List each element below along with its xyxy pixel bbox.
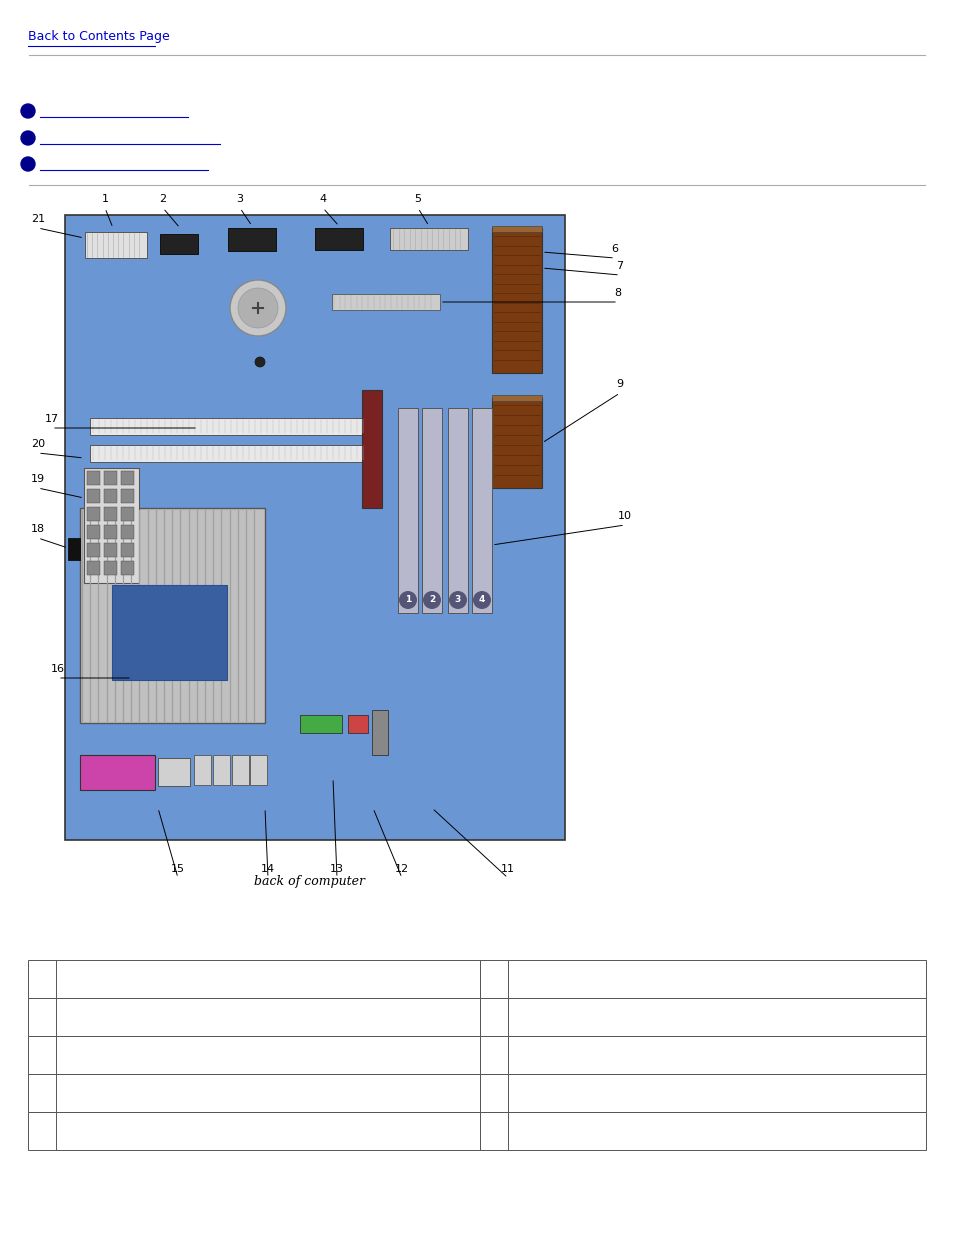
Text: 16: 16 — [51, 664, 65, 674]
Text: 4: 4 — [319, 194, 326, 204]
Text: 8: 8 — [614, 288, 621, 298]
Bar — [160, 233, 198, 254]
Circle shape — [21, 104, 35, 119]
Bar — [104, 543, 117, 557]
Bar — [28, 1112, 479, 1150]
Text: 13: 13 — [330, 864, 344, 874]
Text: 3: 3 — [236, 194, 243, 204]
Text: 6: 6 — [611, 245, 618, 254]
Bar — [121, 508, 133, 521]
Text: 20: 20 — [30, 438, 45, 450]
Bar — [28, 1074, 479, 1112]
Circle shape — [230, 280, 286, 336]
Bar — [90, 417, 372, 435]
Bar — [87, 525, 100, 538]
Bar — [492, 228, 541, 373]
Bar — [121, 525, 133, 538]
Bar — [87, 471, 100, 485]
Bar — [28, 998, 479, 1036]
Bar — [87, 561, 100, 576]
Bar — [80, 755, 154, 790]
Bar — [90, 445, 372, 462]
Circle shape — [473, 592, 491, 609]
Text: 17: 17 — [45, 414, 59, 424]
Bar — [121, 471, 133, 485]
Bar — [65, 215, 564, 840]
Bar — [472, 408, 492, 613]
Bar — [397, 408, 417, 613]
Text: 1: 1 — [404, 595, 411, 604]
Bar — [121, 543, 133, 557]
Bar — [104, 508, 117, 521]
Circle shape — [449, 592, 467, 609]
Bar — [372, 710, 388, 755]
Text: 2: 2 — [159, 194, 167, 204]
Bar — [479, 1036, 925, 1074]
Bar — [112, 585, 227, 680]
Bar — [87, 508, 100, 521]
Bar — [448, 408, 468, 613]
Bar — [104, 471, 117, 485]
Circle shape — [21, 157, 35, 170]
Text: 1: 1 — [101, 194, 109, 204]
Bar — [104, 525, 117, 538]
Bar — [250, 755, 267, 785]
Text: 4: 4 — [478, 595, 485, 604]
Bar — [28, 1036, 479, 1074]
Text: 2: 2 — [429, 595, 435, 604]
Bar — [121, 561, 133, 576]
Bar — [87, 489, 100, 503]
Bar — [492, 226, 541, 232]
Bar — [348, 715, 368, 734]
Text: 18: 18 — [30, 524, 45, 534]
Circle shape — [21, 131, 35, 144]
Text: 3: 3 — [455, 595, 460, 604]
Bar — [421, 408, 441, 613]
Text: 12: 12 — [395, 864, 409, 874]
Bar — [228, 228, 275, 251]
Bar — [84, 468, 139, 583]
Text: Back to Contents Page: Back to Contents Page — [28, 30, 170, 43]
Text: 7: 7 — [616, 261, 623, 270]
Circle shape — [398, 592, 416, 609]
Bar — [479, 1074, 925, 1112]
Bar — [232, 755, 249, 785]
Bar — [121, 489, 133, 503]
Bar — [80, 508, 265, 722]
Bar — [193, 755, 211, 785]
Text: 9: 9 — [616, 379, 623, 389]
Bar — [479, 998, 925, 1036]
Text: back of computer: back of computer — [254, 876, 365, 888]
Bar — [390, 228, 468, 249]
Bar — [85, 232, 147, 258]
Bar — [28, 960, 479, 998]
Text: 14: 14 — [261, 864, 274, 874]
Bar — [299, 715, 341, 734]
Text: 11: 11 — [500, 864, 515, 874]
Bar — [314, 228, 363, 249]
Bar — [104, 561, 117, 576]
Circle shape — [237, 288, 277, 329]
Text: 10: 10 — [618, 511, 631, 521]
Bar — [361, 390, 381, 508]
Bar — [213, 755, 230, 785]
Bar — [87, 543, 100, 557]
Bar — [104, 489, 117, 503]
Text: 5: 5 — [414, 194, 421, 204]
Bar — [158, 758, 190, 785]
Text: 15: 15 — [171, 864, 185, 874]
Bar — [68, 538, 80, 559]
Text: 21: 21 — [30, 214, 45, 224]
Circle shape — [254, 357, 265, 367]
Bar — [492, 395, 541, 401]
Bar — [492, 398, 541, 488]
Bar — [332, 294, 439, 310]
Text: 19: 19 — [30, 474, 45, 484]
Circle shape — [422, 592, 440, 609]
Bar — [479, 1112, 925, 1150]
Bar — [479, 960, 925, 998]
